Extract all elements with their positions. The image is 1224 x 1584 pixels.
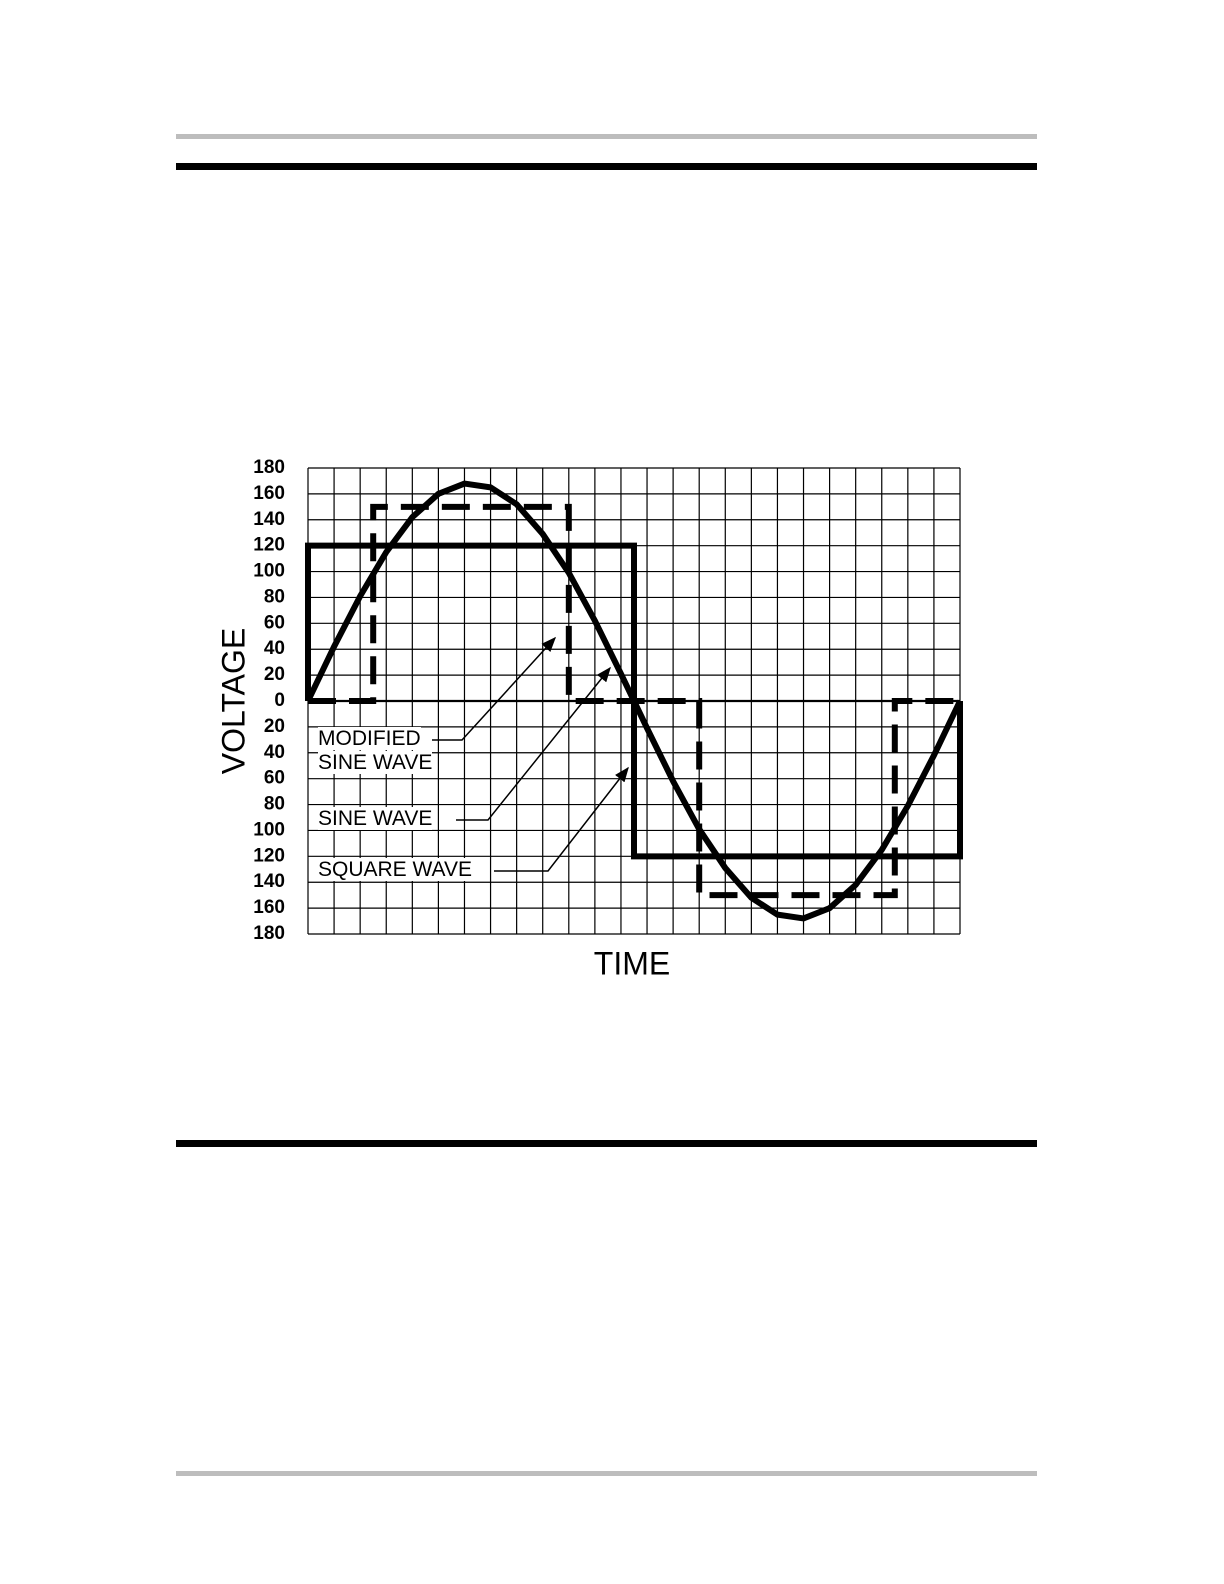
leader-line	[432, 636, 557, 741]
y-tick-label: 60	[264, 612, 285, 633]
legend-label: SINE WAVE	[318, 807, 433, 830]
y-tick-label: 80	[264, 586, 285, 607]
y-tick-label: 140	[253, 871, 285, 892]
series-line	[305, 542, 963, 860]
x-axis-label: TIME	[594, 945, 670, 981]
footer-bar	[176, 1140, 1037, 1147]
y-tick-label: 60	[264, 768, 285, 789]
legend-entry: MODIFIED SINE WAVE	[318, 727, 433, 774]
legend-entry: SINE WAVE	[318, 807, 433, 830]
footer-rule	[176, 1471, 1037, 1476]
y-tick-label: 140	[253, 509, 285, 530]
y-tick-label: 20	[264, 716, 285, 737]
y-tick-label: 0	[274, 690, 285, 711]
y-tick-label: 100	[253, 819, 285, 840]
y-tick-label: 40	[264, 638, 285, 659]
y-tick-label: 100	[253, 561, 285, 582]
y-tick-label: 80	[264, 794, 285, 815]
legend-label: SQUARE WAVE	[318, 858, 473, 881]
y-tick-label: 180	[253, 457, 285, 478]
y-tick-label: 160	[253, 897, 285, 918]
legend-entry: SQUARE WAVE	[318, 858, 473, 881]
y-tick-label: 180	[253, 923, 285, 944]
leader-line	[494, 766, 629, 872]
header-bar	[176, 163, 1037, 170]
y-axis-label: VOLTAGE	[215, 628, 251, 774]
y-tick-label: 120	[253, 535, 285, 556]
y-tick-label: 20	[264, 664, 285, 685]
leaders	[432, 636, 629, 872]
y-tick-label: 160	[253, 483, 285, 504]
legend-label: MODIFIED SINE WAVE	[318, 727, 433, 774]
header-rule	[176, 134, 1037, 139]
leader-line	[456, 666, 611, 821]
y-tick-label: 120	[253, 845, 285, 866]
y-tick-label: 40	[264, 742, 285, 763]
